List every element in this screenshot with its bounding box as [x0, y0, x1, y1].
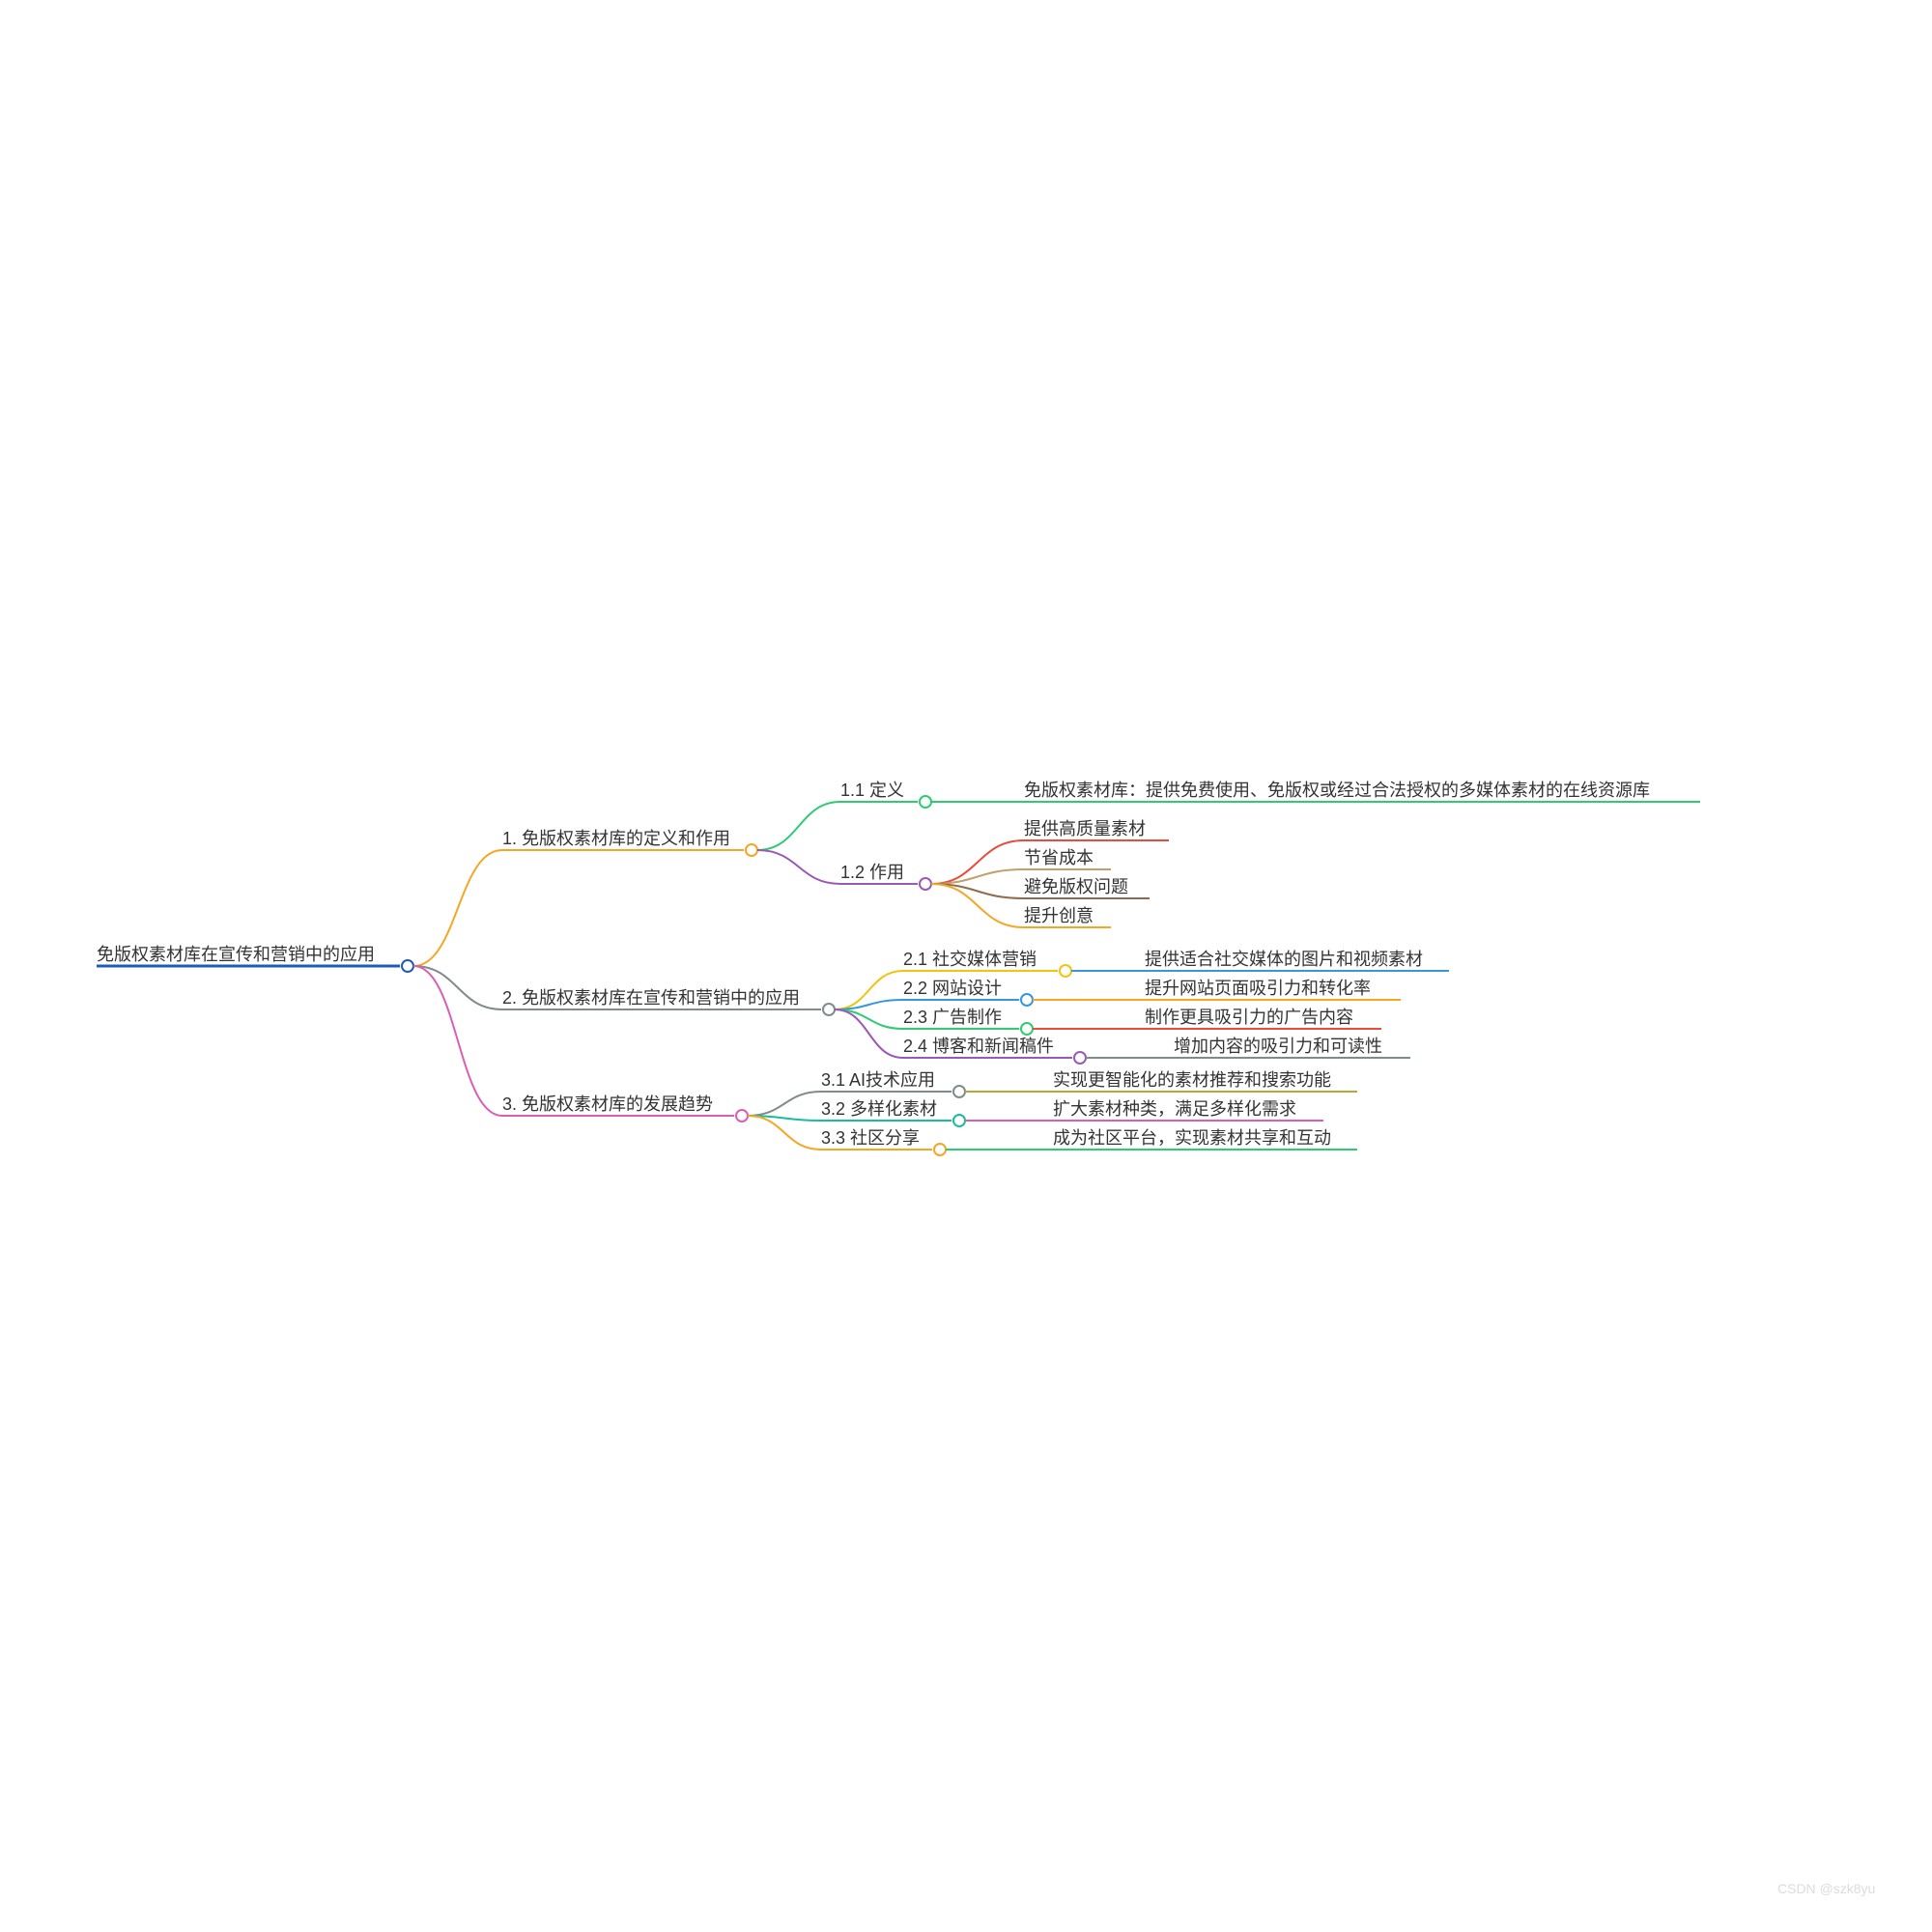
branch-node [746, 844, 757, 856]
leaf-label: 增加内容的吸引力和可读性 [1174, 1037, 1382, 1056]
leaf-label: 实现更智能化的素材推荐和搜索功能 [1053, 1070, 1331, 1090]
leaf-label: 扩大素材种类，满足多样化需求 [1053, 1099, 1296, 1119]
leaf-label: 制作更具吸引力的广告内容 [1145, 1008, 1353, 1027]
subbranch-label: 1.2 作用 [840, 863, 904, 882]
subbranch-label: 3.2 多样化素材 [821, 1099, 937, 1119]
leaf-label: 成为社区平台，实现素材共享和互动 [1053, 1128, 1331, 1148]
branch-node [1021, 1023, 1033, 1035]
leaf-label: 提升创意 [1024, 906, 1094, 925]
watermark: CSDN @szk8yu [1777, 1881, 1875, 1896]
subbranch-label: 2.4 博客和新闻稿件 [903, 1037, 1054, 1056]
subbranch-label: 1.1 定义 [840, 781, 904, 800]
branch-node [920, 878, 931, 890]
leaf-label: 节省成本 [1024, 848, 1094, 867]
branch-node [934, 1144, 946, 1155]
branch-curve [413, 850, 502, 966]
branch-curve [757, 802, 840, 850]
leaf-label: 提供适合社交媒体的图片和视频素材 [1145, 950, 1423, 969]
leaf-label: 提升网站页面吸引力和转化率 [1145, 979, 1371, 998]
branch-curve [835, 1009, 903, 1029]
branch-node [736, 1110, 748, 1122]
branch-node [920, 796, 931, 808]
subbranch-label: 3.1 AI技术应用 [821, 1070, 935, 1090]
branch-node [402, 960, 413, 972]
leaf-label: 提供高质量素材 [1024, 819, 1146, 838]
branch-node [953, 1115, 965, 1126]
subbranch-label: 2.3 广告制作 [903, 1008, 1002, 1027]
branch-node [1074, 1052, 1086, 1064]
subbranch-label: 3.3 社区分享 [821, 1128, 920, 1148]
branch-node [1060, 965, 1071, 977]
branch-node [1021, 994, 1033, 1006]
branch-node [953, 1086, 965, 1097]
leaf-label: 免版权素材库：提供免费使用、免版权或经过合法授权的多媒体素材的在线资源库 [1024, 781, 1650, 800]
branch-curve [748, 1092, 821, 1116]
branch-node [823, 1004, 835, 1015]
branch-label: 1. 免版权素材库的定义和作用 [502, 829, 730, 848]
mindmap-canvas: 免版权素材库在宣传和营销中的应用 1. 免版权素材库的定义和作用 1.1 定义 免版权… [0, 0, 1932, 1932]
subbranch-label: 2.2 网站设计 [903, 979, 1002, 998]
subbranch-label: 2.1 社交媒体营销 [903, 950, 1037, 969]
branch-label: 2. 免版权素材库在宣传和营销中的应用 [502, 988, 800, 1008]
branch-label: 3. 免版权素材库的发展趋势 [502, 1094, 713, 1114]
root-label: 免版权素材库在宣传和营销中的应用 [97, 945, 375, 964]
leaf-label: 避免版权问题 [1024, 877, 1128, 896]
branch-curve [835, 1009, 903, 1058]
branch-curve [757, 850, 840, 884]
